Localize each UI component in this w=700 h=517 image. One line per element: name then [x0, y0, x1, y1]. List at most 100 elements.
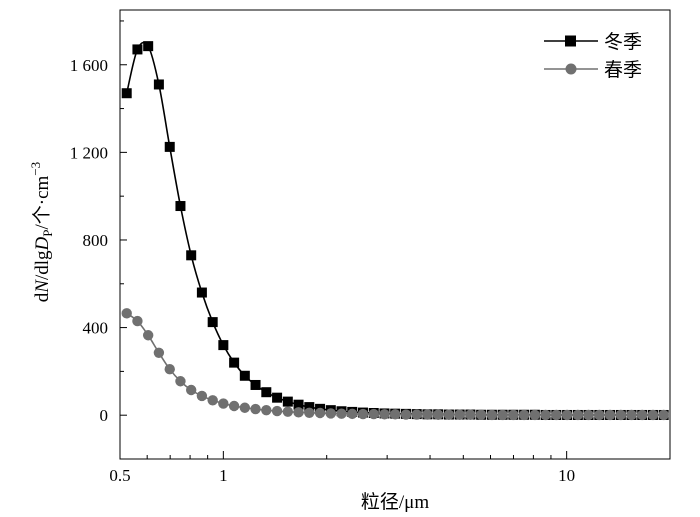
y-tick-label: 800 — [83, 231, 109, 250]
data-point-circle — [594, 409, 605, 421]
data-point-circle — [626, 409, 637, 421]
y-tick-label: 1 200 — [70, 143, 108, 162]
data-point-circle — [454, 409, 465, 420]
data-point-circle — [132, 315, 143, 327]
data-point-circle — [604, 409, 616, 421]
data-point-circle — [336, 408, 347, 419]
y-title-n: N — [32, 279, 53, 294]
data-point-circle — [647, 409, 659, 421]
x-axis-title: 粒径/μm — [361, 491, 429, 513]
data-point-square — [293, 399, 304, 410]
data-point-square — [218, 340, 229, 351]
data-point-circle — [540, 409, 551, 421]
y-axis-title: dN/dlgDP/个·cm−3 — [28, 162, 55, 302]
data-point-circle — [314, 407, 326, 419]
data-point-circle — [250, 403, 261, 415]
x-tick-label: 0.5 — [109, 466, 130, 485]
data-point-circle — [185, 384, 197, 396]
data-point-circle — [153, 347, 165, 358]
data-point-circle — [228, 400, 240, 412]
series-line-1 — [126, 312, 664, 416]
data-point-circle — [637, 409, 648, 421]
data-point-circle — [561, 409, 573, 421]
data-point-circle — [357, 408, 369, 420]
series-line-0 — [125, 41, 664, 416]
legend-item-winter: 冬季 — [544, 31, 642, 53]
data-point-circle — [518, 409, 530, 421]
x-tick-label: 10 — [558, 466, 575, 485]
legend: 冬季 春季 — [544, 31, 642, 81]
y-title-sup: −3 — [28, 162, 43, 176]
data-point-circle — [529, 409, 541, 421]
y-title-prefix: d — [32, 292, 53, 302]
data-point-circle — [583, 409, 594, 421]
legend-marker-winter — [565, 35, 576, 47]
data-point-circle — [658, 409, 669, 421]
data-point-square — [143, 41, 154, 52]
data-point-square — [229, 357, 240, 368]
data-point-circle — [239, 402, 251, 413]
data-point-square — [261, 387, 272, 398]
data-point-circle — [422, 409, 433, 420]
series-1 — [121, 308, 669, 421]
tick-labels: 0 400 800 1 200 1 600 0.5 1 10 — [70, 56, 575, 485]
data-point-square — [196, 287, 207, 298]
data-point-square — [153, 79, 164, 90]
data-point-square — [272, 392, 283, 403]
data-point-square — [121, 88, 132, 99]
data-point-circle — [443, 409, 455, 420]
data-point-circle — [390, 409, 401, 420]
data-point-circle — [207, 395, 218, 406]
series-0 — [121, 41, 669, 420]
data-point-circle — [121, 308, 132, 319]
data-point-circle — [164, 364, 175, 375]
legend-label-winter: 冬季 — [604, 31, 642, 53]
data-point-circle — [508, 409, 519, 421]
plot-frame — [119, 9, 671, 460]
series-layer — [121, 41, 669, 421]
data-point-circle — [142, 330, 154, 341]
data-point-circle — [218, 398, 229, 409]
data-point-circle — [572, 409, 584, 421]
data-point-circle — [282, 406, 294, 417]
data-point-circle — [475, 409, 487, 420]
data-point-square — [250, 379, 261, 390]
data-point-circle — [551, 409, 562, 421]
data-point-circle — [196, 390, 208, 402]
y-title-d: D — [32, 236, 53, 251]
y-title-sub: P — [40, 229, 55, 236]
x-tick-label: 1 — [219, 466, 228, 485]
data-point-circle — [615, 409, 627, 421]
legend-item-spring: 春季 — [544, 59, 642, 81]
data-point-circle — [411, 409, 422, 420]
data-point-square — [304, 402, 315, 413]
data-point-square — [175, 201, 186, 212]
y-title-mid: /dlg — [32, 250, 53, 280]
data-point-square — [164, 141, 175, 152]
data-point-circle — [497, 409, 508, 421]
data-point-circle — [261, 404, 272, 416]
data-point-circle — [400, 409, 412, 420]
data-point-circle — [379, 409, 390, 420]
data-point-circle — [293, 407, 304, 418]
legend-label-spring: 春季 — [604, 59, 642, 81]
data-point-circle — [465, 409, 476, 420]
y-tick-label: 400 — [83, 319, 109, 338]
axis-ticks — [119, 20, 671, 459]
data-point-circle — [304, 407, 315, 418]
data-point-circle — [486, 409, 498, 421]
data-point-circle — [368, 408, 379, 420]
legend-marker-spring — [565, 63, 577, 75]
data-point-square — [132, 44, 143, 55]
data-point-circle — [347, 408, 358, 420]
data-point-circle — [175, 376, 186, 387]
data-point-circle — [325, 408, 337, 419]
data-point-square — [282, 396, 293, 407]
y-title-unit: /个·cm — [31, 175, 53, 229]
data-point-square — [186, 250, 197, 261]
y-tick-label: 1 600 — [70, 56, 108, 75]
data-point-square — [239, 370, 250, 381]
data-point-circle — [271, 405, 283, 417]
data-point-square — [207, 317, 218, 328]
